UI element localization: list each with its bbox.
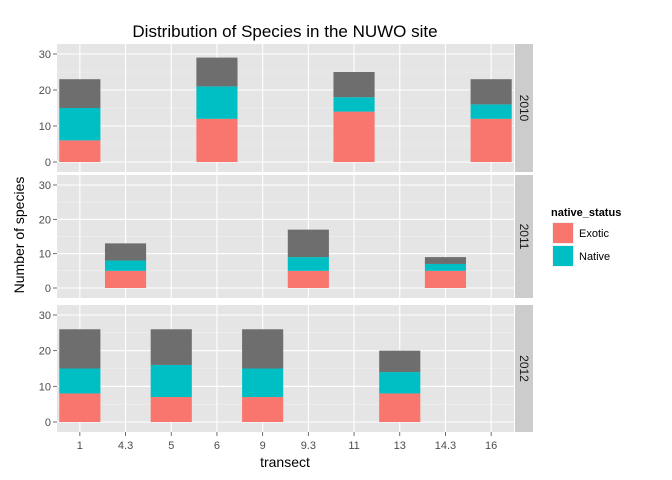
panel-2010: 0 10 20 30 2010 (39, 44, 533, 172)
x-tick-label: 13 (394, 440, 406, 452)
x-tick-label: 14.3 (435, 440, 456, 452)
legend-title: native_status (551, 207, 621, 219)
legend-label-exotic: Exotic (579, 228, 609, 240)
y-tick-label: 30 (39, 310, 51, 322)
y-tick-label: 20 (39, 85, 51, 97)
panel-strip (515, 44, 533, 172)
panel-2011: 0 10 20 30 2011 (39, 175, 533, 298)
legend-swatch-native (553, 246, 573, 266)
bar-other (242, 329, 284, 369)
bar-native (470, 104, 512, 119)
panel-strip (515, 175, 533, 298)
panel-strip-label: 2011 (517, 224, 531, 250)
y-tick-label: 30 (39, 180, 51, 192)
x-tick-label: 5 (168, 440, 174, 452)
bar-other (333, 72, 375, 98)
x-axis: 1 4.3 5 6 9 9.3 11 13 14.3 16 (77, 432, 497, 452)
bar-other (150, 329, 192, 365)
bar-exotic (333, 111, 375, 162)
panel-strip-label: 2012 (517, 355, 531, 382)
bar-exotic (150, 397, 192, 422)
x-tick-label: 4.3 (118, 440, 133, 452)
panels: 0 10 20 30 2010 0 10 20 30 2011 0 10 20 30 2012 (39, 44, 533, 432)
bar-other (59, 79, 101, 108)
y-tick-label: 20 (39, 214, 51, 226)
panel-strip-label: 2010 (517, 95, 531, 122)
y-tick-label: 30 (39, 49, 51, 61)
bar-exotic (104, 270, 147, 288)
bar-other (287, 229, 329, 258)
x-tick-label: 9 (260, 440, 266, 452)
bar-native (196, 86, 238, 119)
x-tick-label: 11 (348, 440, 359, 452)
panel-strip (515, 305, 533, 432)
bar-other (470, 79, 512, 105)
bar-exotic (424, 270, 467, 288)
legend-swatch-exotic (553, 223, 573, 243)
bar-native (287, 257, 329, 271)
bar-native (424, 263, 467, 271)
bar-other (196, 57, 238, 87)
bar-native (59, 108, 101, 141)
bar-other (379, 350, 421, 373)
y-tick-label: 20 (39, 346, 51, 358)
y-tick-label: 10 (39, 381, 51, 393)
bar-native (59, 368, 101, 394)
y-tick-label: 10 (39, 121, 51, 133)
y-axis-title: Number of species (11, 177, 27, 294)
x-tick-label: 1 (77, 440, 83, 452)
legend: native_status Exotic Native (551, 207, 621, 267)
bar-native (104, 260, 147, 271)
panel-2012: 0 10 20 30 2012 (39, 305, 533, 432)
x-tick-label: 9.3 (301, 440, 316, 452)
bar-native (150, 364, 192, 398)
bar-exotic (287, 270, 329, 288)
bar-other (59, 329, 101, 369)
y-tick-label: 0 (45, 283, 51, 295)
x-tick-label: 16 (485, 440, 497, 452)
bar-native (242, 368, 284, 398)
x-tick-label: 6 (214, 440, 220, 452)
bar-native (333, 97, 375, 112)
legend-label-native: Native (579, 251, 610, 263)
bar-other (104, 243, 147, 261)
chart-title: Distribution of Species in the NUWO site (132, 22, 437, 41)
bar-exotic (59, 393, 101, 422)
y-tick-label: 0 (45, 157, 51, 169)
bar-other (424, 257, 467, 264)
bar-native (379, 372, 421, 394)
bar-exotic (242, 397, 284, 422)
bar-exotic (379, 393, 421, 422)
bar-exotic (59, 140, 101, 162)
x-axis-title: transect (260, 454, 310, 470)
bar-exotic (470, 118, 512, 162)
y-tick-label: 10 (39, 249, 51, 261)
bar-exotic (196, 118, 238, 162)
y-tick-label: 0 (45, 417, 51, 429)
